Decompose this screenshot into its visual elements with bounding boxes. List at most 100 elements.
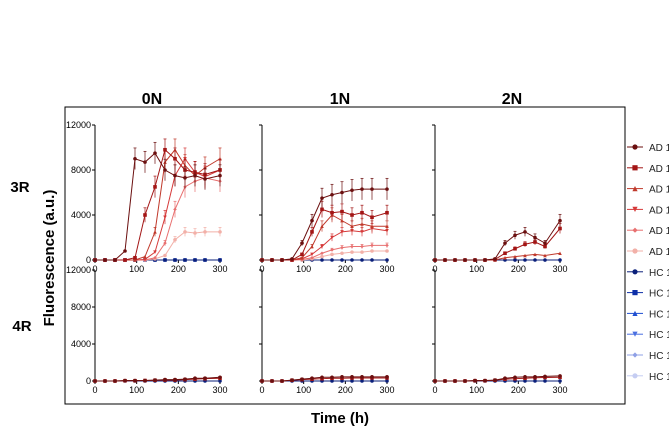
data-point [360,258,364,262]
series-AD-10-8 [260,242,389,262]
data-point [163,147,167,152]
data-point [113,379,117,383]
data-point [173,258,177,262]
data-point [340,218,344,223]
legend-marker [632,248,638,254]
data-point [385,249,389,253]
legend-item: AD 10-7 [627,204,669,216]
legend-label: AD 10-6 [649,184,669,196]
data-point [543,379,547,383]
data-point [183,176,187,180]
data-point [340,251,344,256]
data-point [193,173,197,178]
data-point [320,375,324,380]
legend-item: HC 10-7 [627,330,669,341]
data-point [203,230,207,234]
data-point [218,375,222,380]
data-point [513,375,517,380]
data-point [385,187,389,191]
data-point [300,241,304,245]
data-point [533,258,537,262]
legend-marker [632,310,638,316]
data-point [320,224,324,229]
data-point [360,210,364,215]
data-point [463,379,467,383]
data-point [340,379,344,383]
data-point [300,377,304,381]
data-point [330,248,334,252]
data-point [453,258,457,262]
data-point [340,375,344,379]
x-tick-label: 200 [338,264,353,274]
legend-item: HC 10-5 [627,289,669,300]
row-title-3R: 3R [10,179,29,196]
data-point [163,377,167,382]
data-point [163,241,167,245]
data-point [123,258,127,262]
panel-4R-1N: 0 100 200 300 [259,269,395,395]
data-point [385,243,389,248]
x-tick-label: 0 [92,385,97,395]
data-point [310,255,314,260]
x-tick-label: 0 [432,264,437,274]
x-tick-label: 0 [259,385,264,395]
legend-label: AD 10-9 [649,246,669,258]
data-point [360,230,364,234]
data-point [443,258,447,262]
data-point [330,210,334,215]
data-point [503,255,507,260]
data-point [153,378,157,382]
series-line [95,177,221,261]
legend-marker [632,227,638,233]
x-tick-label: 300 [379,264,394,274]
data-point [523,230,527,234]
data-point [513,246,517,251]
data-point [360,250,364,254]
x-tick-label: 100 [296,264,311,274]
data-point [280,258,284,262]
data-point [300,255,304,260]
data-point [503,376,507,381]
data-point [163,215,167,220]
y-tick-label: 12000 [66,120,91,130]
legend-item: AD 10-5 [627,164,669,175]
data-point [203,258,207,262]
x-tick-label: 100 [129,264,144,274]
legend-marker [632,331,638,337]
data-point [143,378,147,383]
data-point [443,379,447,383]
x-tick-label: 0 [92,264,97,274]
data-point [360,379,364,383]
legend-item: AD 10-4 [627,143,669,154]
plot-frame [64,106,626,405]
legend-item: HC 10-4 [627,268,669,279]
legend-item: HC 10-8 [627,351,669,362]
data-point [93,258,97,262]
series-line [435,220,561,261]
x-tick-label: 200 [338,385,353,395]
data-point [370,243,374,248]
data-point [493,378,497,382]
data-point [350,224,354,229]
data-point [503,251,507,256]
data-point [533,240,537,244]
data-point [93,379,97,383]
data-point [533,235,537,240]
x-tick-label: 200 [171,385,186,395]
series-line [262,214,387,261]
data-point [218,173,222,178]
data-point [370,375,374,379]
data-point [370,187,374,191]
x-tick-label: 300 [379,385,394,395]
series-line [95,231,220,261]
legend-marker [632,186,638,192]
data-point [370,258,374,262]
data-point [218,379,222,383]
data-point [350,258,354,262]
legend-label: AD 10-7 [649,204,669,216]
col-title-1N: 1N [330,91,350,108]
data-point [350,250,354,254]
